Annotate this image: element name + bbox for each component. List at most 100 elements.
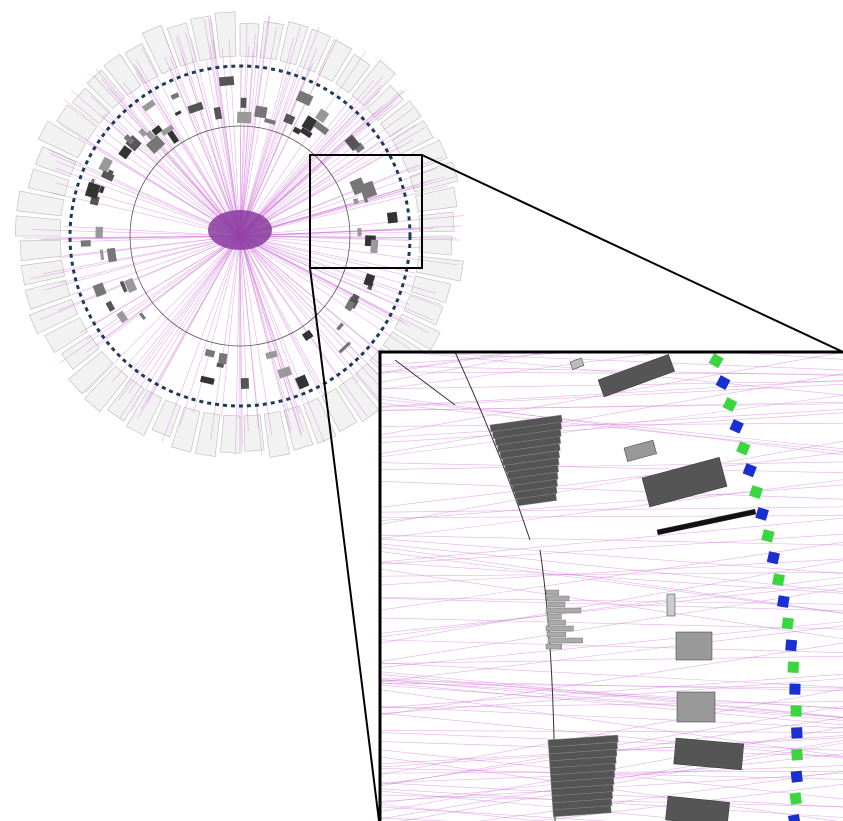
radial-link bbox=[90, 95, 241, 237]
zoom-link bbox=[380, 587, 843, 662]
radial-link bbox=[239, 235, 302, 434]
position-marker bbox=[722, 397, 738, 412]
outer-segment bbox=[68, 350, 114, 395]
feature-block bbox=[301, 329, 314, 342]
radial-link bbox=[169, 56, 241, 237]
feature-block bbox=[336, 322, 344, 331]
stack-bar bbox=[552, 805, 612, 818]
zoom-link bbox=[380, 289, 843, 341]
feature-block bbox=[597, 354, 675, 398]
radial-link bbox=[119, 235, 241, 419]
radial-link bbox=[58, 235, 241, 259]
feature-block bbox=[187, 101, 204, 114]
radial-link bbox=[239, 235, 388, 323]
feature-block bbox=[204, 348, 216, 358]
outer-segment bbox=[394, 313, 441, 351]
stack-bar bbox=[546, 613, 562, 620]
zoom-link bbox=[380, 352, 581, 366]
radial-link bbox=[239, 235, 249, 431]
zoom-link bbox=[380, 642, 843, 716]
feature-block bbox=[167, 130, 180, 144]
zoom-link bbox=[380, 543, 843, 592]
zoom-link bbox=[380, 462, 843, 474]
outer-segment bbox=[103, 53, 142, 96]
radial-link bbox=[239, 235, 368, 417]
radial-link bbox=[239, 156, 444, 237]
feature-block bbox=[106, 247, 117, 263]
radial-link bbox=[57, 235, 241, 311]
radial-link bbox=[239, 235, 273, 436]
zoom-link bbox=[380, 790, 707, 821]
feature-block bbox=[361, 180, 378, 199]
stack-bar bbox=[546, 631, 566, 638]
radial-link bbox=[58, 123, 241, 237]
feature-block bbox=[349, 293, 360, 304]
feature-block bbox=[357, 228, 362, 237]
radial-link bbox=[239, 49, 262, 237]
radial-link bbox=[124, 235, 241, 387]
zoom-link bbox=[380, 671, 843, 718]
feature-block bbox=[344, 134, 361, 152]
position-marker bbox=[755, 507, 769, 521]
zoom-link bbox=[380, 346, 843, 350]
zoom-link bbox=[380, 299, 843, 332]
outer-segment bbox=[263, 411, 291, 458]
zoom-link bbox=[380, 440, 843, 525]
zoom-link bbox=[380, 461, 843, 470]
radial-link bbox=[239, 235, 321, 394]
radial-link bbox=[191, 38, 241, 237]
radial-link bbox=[239, 235, 382, 389]
feature-block bbox=[95, 226, 104, 239]
outer-segment bbox=[214, 11, 237, 58]
zoom-link bbox=[380, 655, 843, 664]
radial-link bbox=[212, 39, 241, 237]
radial-link bbox=[239, 235, 324, 390]
radial-link bbox=[239, 185, 449, 237]
zoom-box bbox=[309, 154, 423, 269]
outer-segment bbox=[195, 412, 221, 457]
feature-block bbox=[170, 92, 180, 100]
zoom-link bbox=[380, 701, 843, 709]
position-marker bbox=[777, 595, 790, 608]
radial-link bbox=[179, 235, 241, 427]
radial-link bbox=[64, 99, 241, 237]
stack-bar bbox=[545, 589, 560, 596]
radial-link bbox=[130, 235, 241, 413]
feature-block bbox=[105, 300, 116, 312]
radial-link bbox=[239, 26, 320, 237]
position-marker bbox=[715, 375, 731, 391]
zoom-link bbox=[380, 506, 843, 513]
feature-block bbox=[299, 127, 313, 139]
zoom-link bbox=[380, 685, 843, 718]
radial-link bbox=[239, 124, 416, 237]
radial-link bbox=[239, 235, 363, 359]
feature-block bbox=[141, 99, 156, 112]
feature-block bbox=[370, 239, 379, 254]
outer-segment bbox=[44, 317, 88, 354]
feature-block bbox=[213, 106, 223, 120]
radial-link bbox=[239, 235, 400, 307]
outer-segment bbox=[418, 235, 453, 256]
stack-bar bbox=[547, 619, 566, 626]
position-marker bbox=[789, 683, 801, 695]
zoom-link bbox=[380, 806, 609, 821]
feature-block bbox=[100, 170, 115, 182]
zoom-link bbox=[380, 481, 843, 500]
feature-block bbox=[361, 189, 369, 203]
feature-block bbox=[623, 439, 657, 462]
position-marker bbox=[766, 551, 780, 565]
zoom-link bbox=[380, 706, 843, 729]
zoom-link bbox=[380, 571, 843, 577]
radial-link bbox=[239, 235, 456, 239]
radial-link bbox=[239, 215, 464, 237]
radial-link bbox=[239, 235, 403, 295]
radial-link bbox=[90, 235, 241, 327]
position-marker bbox=[708, 353, 724, 369]
stack-bar bbox=[545, 643, 563, 650]
radial-link bbox=[193, 235, 241, 414]
radial-link bbox=[239, 33, 256, 237]
feature-block bbox=[218, 76, 235, 87]
zoom-link bbox=[380, 682, 843, 726]
zoom-link bbox=[380, 678, 843, 721]
